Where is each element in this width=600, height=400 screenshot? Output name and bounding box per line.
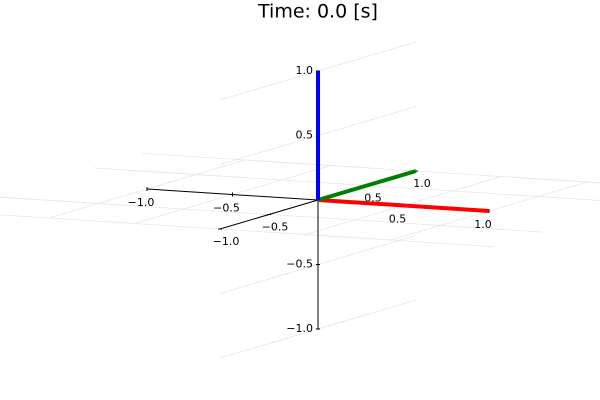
z-tick-label: 1.0 bbox=[296, 64, 314, 77]
series-line bbox=[317, 169, 417, 202]
x-tick-label: 1.0 bbox=[474, 218, 492, 231]
x-tick-label: −1.0 bbox=[128, 196, 155, 209]
grid-line bbox=[0, 214, 494, 247]
y-tick-label: −0.5 bbox=[262, 221, 289, 234]
z-tick-label: 0.5 bbox=[296, 129, 314, 142]
series-line bbox=[317, 198, 490, 213]
z-tick-label: −1.0 bbox=[286, 322, 313, 335]
x-tick-label: 0.5 bbox=[389, 213, 407, 226]
x-tick-label: −0.5 bbox=[213, 202, 240, 215]
y-tick-label: −1.0 bbox=[213, 235, 240, 248]
y-tick-label: 0.5 bbox=[364, 192, 382, 205]
chart-title: Time: 0.0 [s] bbox=[257, 1, 378, 23]
z-tick-label: −0.5 bbox=[286, 258, 313, 271]
y-tick-label: 1.0 bbox=[413, 177, 431, 190]
grid-line bbox=[93, 167, 600, 201]
